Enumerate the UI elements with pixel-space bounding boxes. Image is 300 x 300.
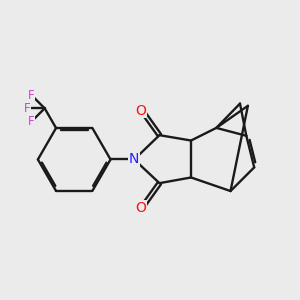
Text: F: F: [24, 102, 31, 115]
Text: O: O: [136, 201, 147, 215]
Text: O: O: [136, 103, 147, 118]
Text: F: F: [28, 115, 35, 128]
Text: F: F: [28, 88, 35, 102]
Text: N: N: [129, 152, 140, 167]
